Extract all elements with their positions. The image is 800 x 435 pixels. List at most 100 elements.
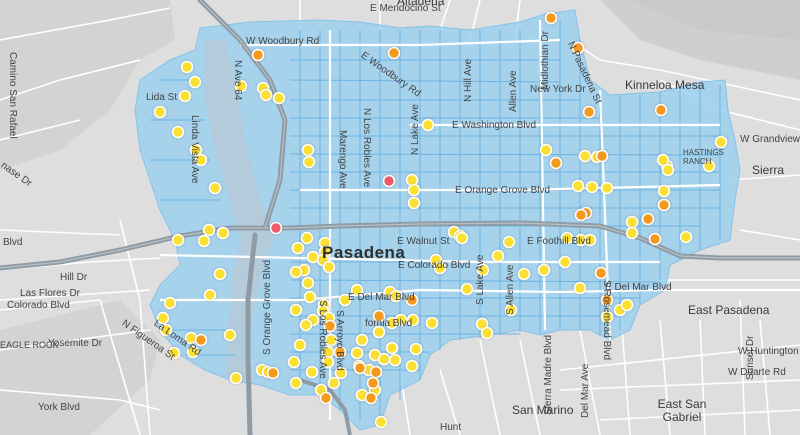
marker-yellow[interactable] [502, 235, 516, 249]
marker-yellow[interactable] [714, 135, 728, 149]
marker-yellow[interactable] [558, 255, 572, 269]
marker-yellow[interactable] [287, 355, 301, 369]
marker-yellow[interactable] [229, 371, 243, 385]
marker-yellow[interactable] [421, 118, 435, 132]
marker-yellow[interactable] [291, 241, 305, 255]
marker-yellow[interactable] [301, 143, 315, 157]
marker-yellow[interactable] [388, 353, 402, 367]
marker-orange[interactable] [549, 156, 563, 170]
marker-yellow[interactable] [571, 179, 585, 193]
marker-yellow[interactable] [180, 60, 194, 74]
marker-yellow[interactable] [409, 342, 423, 356]
marker-yellow[interactable] [425, 316, 439, 330]
marker-orange[interactable] [648, 232, 662, 246]
marker-yellow[interactable] [583, 233, 597, 247]
marker-yellow[interactable] [407, 183, 421, 197]
marker-yellow[interactable] [188, 75, 202, 89]
marker-orange[interactable] [319, 391, 333, 405]
marker-orange[interactable] [654, 103, 668, 117]
marker-yellow[interactable] [372, 325, 386, 339]
marker-yellow[interactable] [625, 215, 639, 229]
marker-orange[interactable] [571, 41, 585, 55]
marker-yellow[interactable] [194, 153, 208, 167]
marker-yellow[interactable] [289, 376, 303, 390]
marker-yellow[interactable] [299, 318, 313, 332]
marker-orange[interactable] [251, 48, 265, 62]
marker-yellow[interactable] [300, 231, 314, 245]
marker-yellow[interactable] [153, 105, 167, 119]
marker-yellow[interactable] [272, 91, 286, 105]
marker-yellow[interactable] [656, 153, 670, 167]
marker-orange[interactable] [372, 309, 386, 323]
marker-orange[interactable] [600, 293, 614, 307]
marker-yellow[interactable] [585, 180, 599, 194]
marker-yellow[interactable] [600, 310, 614, 324]
marker-orange[interactable] [657, 198, 671, 212]
marker-red[interactable] [382, 174, 396, 188]
marker-yellow[interactable] [302, 155, 316, 169]
marker-yellow[interactable] [517, 267, 531, 281]
marker-orange[interactable] [353, 361, 367, 375]
marker-yellow[interactable] [301, 276, 315, 290]
marker-yellow[interactable] [661, 163, 675, 177]
marker-orange[interactable] [364, 391, 378, 405]
marker-yellow[interactable] [171, 233, 185, 247]
marker-yellow[interactable] [216, 226, 230, 240]
marker-yellow[interactable] [327, 376, 341, 390]
marker-yellow[interactable] [537, 263, 551, 277]
marker-yellow[interactable] [460, 282, 474, 296]
marker-yellow[interactable] [334, 366, 348, 380]
marker-yellow[interactable] [259, 88, 273, 102]
marker-yellow[interactable] [293, 338, 307, 352]
marker-yellow[interactable] [305, 365, 319, 379]
marker-yellow[interactable] [213, 267, 227, 281]
marker-yellow[interactable] [504, 303, 518, 317]
marker-yellow[interactable] [385, 341, 399, 355]
marker-yellow[interactable] [167, 346, 181, 360]
marker-yellow[interactable] [406, 313, 420, 327]
marker-yellow[interactable] [405, 173, 419, 187]
marker-yellow[interactable] [480, 326, 494, 340]
marker-yellow[interactable] [539, 143, 553, 157]
marker-yellow[interactable] [394, 313, 408, 327]
marker-orange[interactable] [574, 208, 588, 222]
marker-yellow[interactable] [573, 281, 587, 295]
marker-yellow[interactable] [321, 355, 335, 369]
marker-orange[interactable] [323, 319, 337, 333]
marker-orange[interactable] [582, 105, 596, 119]
marker-yellow[interactable] [491, 249, 505, 263]
marker-yellow[interactable] [178, 89, 192, 103]
marker-orange[interactable] [387, 46, 401, 60]
marker-yellow[interactable] [374, 415, 388, 429]
marker-yellow[interactable] [156, 311, 170, 325]
marker-yellow[interactable] [350, 346, 364, 360]
marker-orange[interactable] [405, 293, 419, 307]
marker-yellow[interactable] [476, 263, 490, 277]
marker-yellow[interactable] [578, 149, 592, 163]
marker-yellow[interactable] [625, 226, 639, 240]
marker-yellow[interactable] [322, 260, 336, 274]
marker-yellow[interactable] [171, 125, 185, 139]
marker-yellow[interactable] [433, 261, 447, 275]
marker-yellow[interactable] [600, 181, 614, 195]
marker-yellow[interactable] [303, 290, 317, 304]
marker-orange[interactable] [544, 11, 558, 25]
marker-yellow[interactable] [702, 159, 716, 173]
marker-orange[interactable] [266, 366, 280, 380]
marker-yellow[interactable] [197, 234, 211, 248]
marker-yellow[interactable] [159, 323, 173, 337]
marker-yellow[interactable] [560, 231, 574, 245]
marker-yellow[interactable] [620, 298, 634, 312]
marker-yellow[interactable] [405, 359, 419, 373]
marker-yellow[interactable] [407, 196, 421, 210]
marker-yellow[interactable] [324, 333, 338, 347]
marker-red[interactable] [269, 221, 283, 235]
marker-yellow[interactable] [338, 293, 352, 307]
marker-yellow[interactable] [186, 345, 200, 359]
marker-yellow[interactable] [289, 265, 303, 279]
marker-orange[interactable] [333, 345, 347, 359]
marker-yellow[interactable] [306, 250, 320, 264]
marker-yellow[interactable] [377, 352, 391, 366]
marker-orange[interactable] [369, 365, 383, 379]
